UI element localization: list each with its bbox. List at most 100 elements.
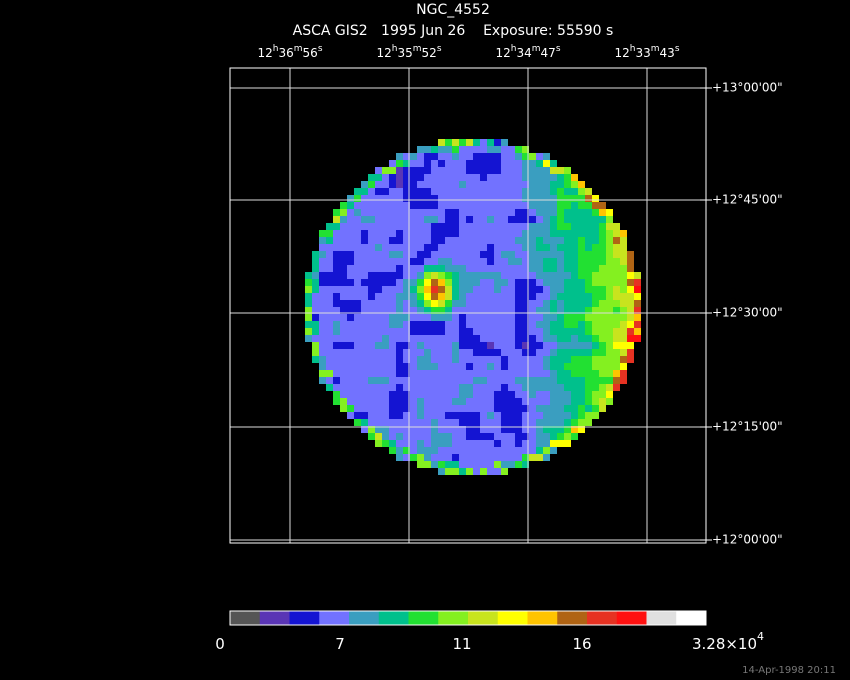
image-cell: [529, 328, 536, 335]
image-cell: [466, 307, 473, 314]
image-cell: [466, 195, 473, 202]
image-cell: [466, 398, 473, 405]
image-cell: [480, 251, 487, 258]
image-cell: [473, 405, 480, 412]
image-cell: [550, 230, 557, 237]
image-cell: [452, 335, 459, 342]
image-cell: [452, 230, 459, 237]
image-cell: [494, 237, 501, 244]
image-cell: [438, 454, 445, 461]
image-cell: [424, 237, 431, 244]
image-cell: [585, 223, 592, 230]
image-cell: [403, 377, 410, 384]
image-cell: [375, 258, 382, 265]
image-cell: [473, 153, 480, 160]
image-cell: [459, 412, 466, 419]
image-cell: [487, 153, 494, 160]
image-cell: [508, 461, 515, 468]
image-cell: [585, 195, 592, 202]
image-cell: [515, 251, 522, 258]
image-cell: [438, 384, 445, 391]
image-cell: [480, 272, 487, 279]
image-cell: [326, 384, 333, 391]
image-cell: [557, 244, 564, 251]
image-cell: [438, 307, 445, 314]
image-cell: [578, 272, 585, 279]
image-cell: [438, 272, 445, 279]
image-cell: [494, 272, 501, 279]
image-cell: [585, 314, 592, 321]
image-cell: [452, 153, 459, 160]
image-cell: [319, 363, 326, 370]
image-cell: [445, 377, 452, 384]
image-cell: [536, 314, 543, 321]
image-cell: [431, 300, 438, 307]
image-cell: [613, 314, 620, 321]
image-cell: [389, 195, 396, 202]
image-cell: [389, 223, 396, 230]
image-cell: [550, 195, 557, 202]
image-cell: [340, 293, 347, 300]
image-cell: [361, 223, 368, 230]
image-cell: [424, 307, 431, 314]
image-cell: [396, 391, 403, 398]
image-cell: [410, 188, 417, 195]
image-cell: [417, 209, 424, 216]
image-cell: [375, 370, 382, 377]
image-cell: [508, 356, 515, 363]
image-cell: [536, 440, 543, 447]
image-cell: [389, 342, 396, 349]
image-cell: [424, 335, 431, 342]
ra-label-part: s: [318, 44, 323, 54]
image-cell: [536, 230, 543, 237]
image-cell: [529, 426, 536, 433]
image-cell: [557, 265, 564, 272]
image-cell: [438, 181, 445, 188]
image-cell: [326, 370, 333, 377]
image-cell: [480, 244, 487, 251]
image-cell: [578, 349, 585, 356]
image-cell: [501, 342, 508, 349]
image-cell: [494, 447, 501, 454]
image-cell: [515, 195, 522, 202]
image-cell: [515, 244, 522, 251]
image-cell: [501, 363, 508, 370]
ra-label-part: 34: [516, 46, 531, 60]
image-cell: [501, 419, 508, 426]
image-cell: [494, 251, 501, 258]
image-cell: [389, 377, 396, 384]
image-cell: [466, 146, 473, 153]
image-cell: [564, 433, 571, 440]
image-cell: [403, 321, 410, 328]
image-cell: [382, 272, 389, 279]
image-cell: [445, 433, 452, 440]
image-cell: [347, 398, 354, 405]
image-cell: [515, 181, 522, 188]
image-cell: [592, 384, 599, 391]
image-cell: [501, 167, 508, 174]
image-cell: [445, 419, 452, 426]
image-cell: [319, 251, 326, 258]
image-cell: [452, 265, 459, 272]
image-cell: [494, 363, 501, 370]
image-cell: [354, 384, 361, 391]
image-cell: [571, 405, 578, 412]
image-cell: [431, 272, 438, 279]
image-cell: [550, 349, 557, 356]
image-cell: [340, 398, 347, 405]
image-cell: [438, 335, 445, 342]
image-cell: [459, 398, 466, 405]
image-cell: [620, 230, 627, 237]
image-cell: [627, 279, 634, 286]
image-cell: [368, 405, 375, 412]
image-cell: [375, 293, 382, 300]
image-cell: [466, 349, 473, 356]
image-cell: [473, 447, 480, 454]
image-cell: [347, 363, 354, 370]
image-cell: [326, 293, 333, 300]
image-cell: [578, 419, 585, 426]
image-cell: [445, 356, 452, 363]
image-cell: [424, 314, 431, 321]
image-cell: [508, 370, 515, 377]
image-cell: [396, 230, 403, 237]
